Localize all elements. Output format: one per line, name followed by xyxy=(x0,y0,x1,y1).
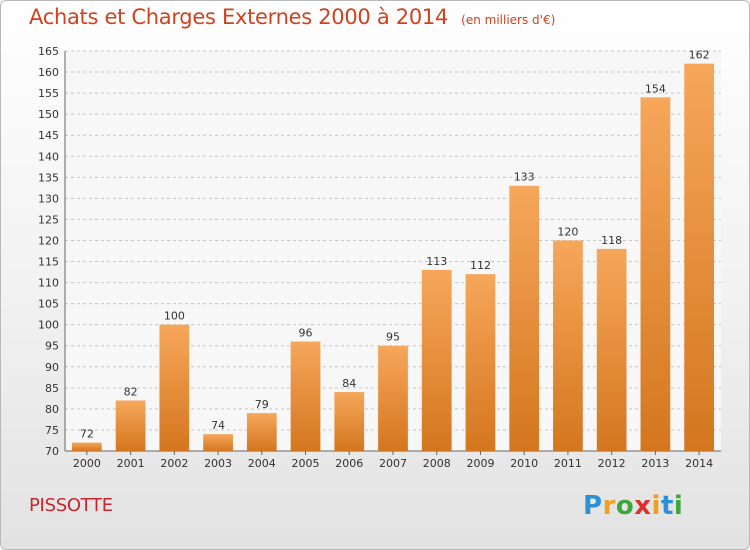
data-label: 95 xyxy=(386,331,400,344)
x-tick-label: 2005 xyxy=(292,457,320,470)
data-label: 96 xyxy=(299,327,313,340)
x-tick-label: 2009 xyxy=(466,457,494,470)
bar xyxy=(290,341,321,451)
y-tick-label: 150 xyxy=(38,108,59,121)
x-tick-label: 2010 xyxy=(510,457,538,470)
bar xyxy=(640,97,671,451)
y-tick-label: 105 xyxy=(38,298,59,311)
x-tick-label: 2008 xyxy=(423,457,451,470)
data-label: 84 xyxy=(342,377,356,390)
y-tick-label: 70 xyxy=(45,445,59,458)
data-label: 112 xyxy=(470,259,491,272)
bar xyxy=(509,185,540,451)
x-tick-label: 2014 xyxy=(685,457,713,470)
bar xyxy=(246,413,277,451)
title-row: Achats et Charges Externes 2000 à 2014 (… xyxy=(29,5,555,29)
bar xyxy=(684,63,715,451)
logo-letter: o xyxy=(615,491,635,521)
chart-subtitle: (en milliers d'€) xyxy=(461,13,556,27)
bar xyxy=(334,392,365,451)
data-label: 120 xyxy=(557,225,578,238)
bar xyxy=(71,442,102,451)
x-tick-label: 2002 xyxy=(160,457,188,470)
bar xyxy=(159,324,190,451)
bar xyxy=(465,274,496,451)
bar xyxy=(553,240,583,451)
logo-letter: i xyxy=(673,491,684,521)
logo-letter: r xyxy=(602,491,616,521)
data-label: 72 xyxy=(80,428,94,441)
x-tick-label: 2001 xyxy=(117,457,145,470)
y-tick-label: 125 xyxy=(38,213,59,226)
y-tick-label: 95 xyxy=(45,340,59,353)
x-tick-label: 2012 xyxy=(598,457,626,470)
data-label: 100 xyxy=(164,310,185,323)
data-label: 79 xyxy=(255,398,269,411)
data-label: 133 xyxy=(514,171,535,184)
x-tick-label: 2004 xyxy=(248,457,276,470)
data-label: 154 xyxy=(645,82,666,95)
logo-letter: i xyxy=(651,491,661,521)
y-tick-label: 165 xyxy=(38,45,59,58)
bar xyxy=(115,400,146,451)
data-label: 162 xyxy=(689,49,710,62)
y-tick-label: 115 xyxy=(38,256,59,269)
data-label: 118 xyxy=(601,234,622,247)
y-tick-label: 130 xyxy=(38,192,59,205)
y-tick-label: 145 xyxy=(38,129,59,142)
bar xyxy=(378,345,408,451)
y-tick-label: 100 xyxy=(38,319,59,332)
commune-name: PISSOTTE xyxy=(29,495,113,516)
y-tick-label: 140 xyxy=(38,150,59,163)
proxiti-logo: Proxiti xyxy=(583,491,683,521)
data-label: 74 xyxy=(211,419,225,432)
data-label: 82 xyxy=(124,385,138,398)
bar xyxy=(203,434,233,451)
y-tick-label: 85 xyxy=(45,382,59,395)
y-tick-label: 155 xyxy=(38,87,59,100)
logo-letter: t xyxy=(660,491,674,521)
x-tick-label: 2006 xyxy=(335,457,363,470)
logo-letter: x xyxy=(634,491,652,521)
x-tick-label: 2007 xyxy=(379,457,407,470)
y-tick-label: 110 xyxy=(38,277,59,290)
x-tick-label: 2011 xyxy=(554,457,582,470)
bar xyxy=(596,248,627,451)
chart-title: Achats et Charges Externes 2000 à 2014 xyxy=(29,5,449,29)
x-tick-label: 2000 xyxy=(73,457,101,470)
y-tick-label: 160 xyxy=(38,66,59,79)
y-tick-label: 90 xyxy=(45,361,59,374)
y-tick-label: 120 xyxy=(38,234,59,247)
logo-letter: P xyxy=(583,491,603,521)
y-tick-label: 135 xyxy=(38,171,59,184)
data-label: 113 xyxy=(426,255,447,268)
y-tick-label: 75 xyxy=(45,424,59,437)
x-tick-label: 2003 xyxy=(204,457,232,470)
y-tick-label: 80 xyxy=(45,403,59,416)
x-tick-label: 2013 xyxy=(641,457,669,470)
bar xyxy=(421,269,452,451)
